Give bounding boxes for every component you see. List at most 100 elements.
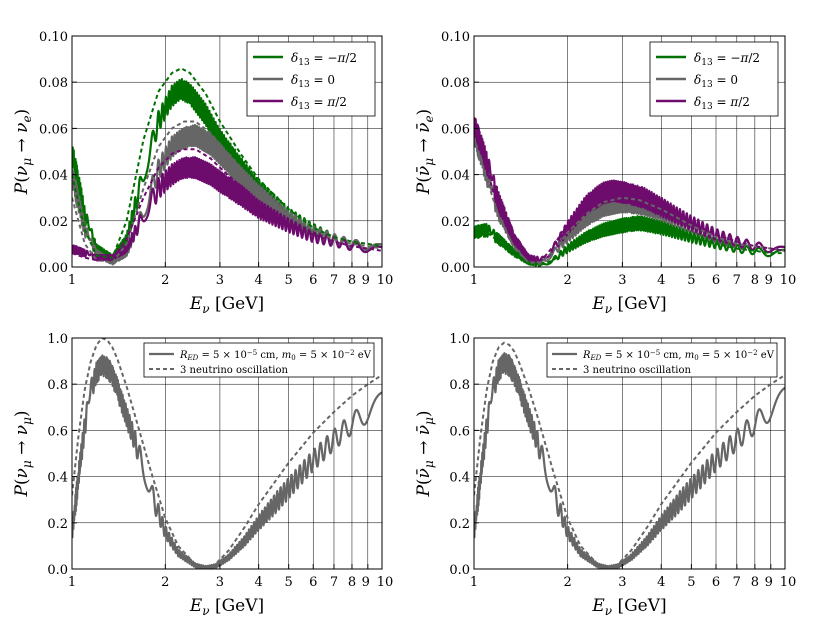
panel-top-left: 1 2 3 4 5 6 7 8 9 10 0.00 0.02 0.04 0.06 0.08 0.10 Eν [G… xyxy=(12,30,393,316)
svg-text:P(νμ → νμ): P(νμ → νμ) xyxy=(12,410,34,497)
x-axis-label: Eν [GeV] xyxy=(591,596,666,618)
x-tick-label: 8 xyxy=(348,273,356,288)
x-tick-label: 10 xyxy=(780,273,797,288)
x-tick-label: 8 xyxy=(751,273,759,288)
legend: δ13 = −π/2 δ13 = 0 δ13 = π/2 xyxy=(246,41,376,117)
axes-frame xyxy=(71,337,383,570)
legend-entry: 3 neutrino oscillation xyxy=(180,365,289,376)
x-tick-label: 2 xyxy=(563,273,571,288)
series-group xyxy=(474,117,785,267)
y-tick-label: 0.0 xyxy=(47,563,68,578)
y-tick-label: 0.6 xyxy=(47,424,68,439)
x-tick-label: 7 xyxy=(733,273,741,288)
svg-text:P(νμ → νe): P(νμ → νe) xyxy=(12,109,34,195)
y-axis-label: P(ν̄μ → ν̄μ) xyxy=(414,410,436,497)
x-tick-label: 4 xyxy=(657,273,665,288)
x-tick-label: 1 xyxy=(470,575,478,590)
x-tick-label: 8 xyxy=(751,575,759,590)
svg-text:P(ν̄μ → ν̄μ): P(ν̄μ → ν̄μ) xyxy=(414,410,436,497)
series-line-0-solid xyxy=(474,215,785,267)
y-tick-label: 0.08 xyxy=(441,76,470,91)
y-tick-label: 0.06 xyxy=(39,122,68,137)
y-tick-label: 0.00 xyxy=(441,261,470,276)
legend-entry: δ13 = π/2 xyxy=(694,95,750,112)
x-tick-label: 3 xyxy=(216,575,224,590)
x-tick-label: 3 xyxy=(618,273,626,288)
legend: RED = 5 × 10−5 cm, m0 = 5 × 10−2 eV 3 neu… xyxy=(143,342,375,378)
x-tick-label: 1 xyxy=(68,273,76,288)
y-tick-label: 0.2 xyxy=(449,517,470,532)
x-tick-label: 2 xyxy=(161,273,169,288)
x-tick-label: 9 xyxy=(362,273,370,288)
y-tick-label: 0.10 xyxy=(441,30,470,45)
x-axis-label: Eν [GeV] xyxy=(591,294,666,316)
x-tick-label: 10 xyxy=(377,575,394,590)
panel-bottom-left: 1 2 3 4 5 6 7 8 9 10 0.0 0.2 0.4 0.6 0.8 1.0 Eν [GeV] P(ν… xyxy=(12,332,393,618)
axes-frame xyxy=(473,337,786,570)
x-axis-label: Eν [GeV] xyxy=(189,294,264,316)
y-tick-label: 0.04 xyxy=(39,169,68,184)
x-tick-label: 6 xyxy=(712,273,720,288)
svg-text:P(ν̄μ → ν̄e): P(ν̄μ → ν̄e) xyxy=(414,109,436,195)
panel-top-right: 1 2 3 4 5 6 7 8 9 10 0.00 0.02 0.04 0.06 0.08 0.10 Eν [G… xyxy=(414,30,796,316)
series-line-1-dashed xyxy=(474,341,785,569)
legend-entry: δ13 = −π/2 xyxy=(291,51,357,68)
legend: δ13 = −π/2 δ13 = 0 δ13 = π/2 xyxy=(649,41,779,117)
series-group xyxy=(72,67,382,266)
x-tick-label: 10 xyxy=(377,273,394,288)
y-tick-label: 0.06 xyxy=(441,122,470,137)
y-tick-label: 1.0 xyxy=(47,332,68,347)
series-line-5-dashed xyxy=(72,148,382,262)
series-line-0-solid xyxy=(72,354,382,569)
y-tick-label: 0.10 xyxy=(39,30,68,45)
series-line-2-solid xyxy=(72,156,382,262)
axes-frame xyxy=(473,35,786,268)
x-tick-label: 6 xyxy=(309,273,317,288)
x-tick-label: 1 xyxy=(68,575,76,590)
panel-bottom-right: 1 2 3 4 5 6 7 8 9 10 0.0 0.2 0.4 0.6 0.8 1.0 Eν [GeV] P(ν… xyxy=(414,332,796,618)
series-group xyxy=(72,338,382,569)
y-tick-label: 0.08 xyxy=(39,76,68,91)
x-tick-label: 5 xyxy=(285,273,293,288)
legend-entry: RED = 5 × 10−5 cm, m0 = 5 × 10−2 eV xyxy=(179,349,372,362)
series-line-0-solid xyxy=(474,352,785,569)
x-tick-label: 10 xyxy=(780,575,797,590)
x-tick-label: 6 xyxy=(712,575,720,590)
y-tick-label: 0.02 xyxy=(441,215,470,230)
series-group xyxy=(474,341,785,569)
series-line-1-dashed xyxy=(72,338,382,569)
x-tick-label: 3 xyxy=(618,575,626,590)
x-tick-label: 1 xyxy=(470,273,478,288)
x-tick-label: 4 xyxy=(657,575,665,590)
series-line-2-solid xyxy=(474,117,785,264)
x-tick-label: 6 xyxy=(309,575,317,590)
legend-entry: δ13 = 0 xyxy=(291,73,335,90)
series-line-3-dashed xyxy=(72,67,382,259)
y-axis-label: P(νμ → νe) xyxy=(12,109,34,195)
x-tick-label: 9 xyxy=(362,575,370,590)
y-tick-label: 0.6 xyxy=(449,424,470,439)
x-tick-label: 2 xyxy=(161,575,169,590)
y-tick-label: 0.8 xyxy=(47,378,68,393)
legend: RED = 5 × 10−5 cm, m0 = 5 × 10−2 eV 3 neu… xyxy=(546,342,778,378)
x-tick-label: 7 xyxy=(330,273,338,288)
legend-entry: RED = 5 × 10−5 cm, m0 = 5 × 10−2 eV xyxy=(582,349,775,362)
x-tick-label: 2 xyxy=(563,575,571,590)
y-axis-label: P(νμ → νμ) xyxy=(12,410,34,497)
x-tick-label: 5 xyxy=(687,575,695,590)
x-axis-label: Eν [GeV] xyxy=(189,596,264,618)
x-tick-label: 8 xyxy=(348,575,356,590)
y-axis-label: P(ν̄μ → ν̄e) xyxy=(414,109,436,195)
x-tick-label: 4 xyxy=(254,575,262,590)
y-tick-label: 0.4 xyxy=(47,471,68,486)
x-tick-label: 3 xyxy=(216,273,224,288)
legend-entry: δ13 = −π/2 xyxy=(694,51,760,68)
y-tick-label: 0.4 xyxy=(449,471,470,486)
x-tick-label: 7 xyxy=(330,575,338,590)
y-tick-label: 1.0 xyxy=(449,332,470,347)
y-tick-label: 0.2 xyxy=(47,517,68,532)
y-tick-label: 0.00 xyxy=(39,261,68,276)
x-tick-label: 9 xyxy=(765,273,773,288)
y-tick-label: 0.04 xyxy=(441,169,470,184)
x-tick-label: 4 xyxy=(254,273,262,288)
